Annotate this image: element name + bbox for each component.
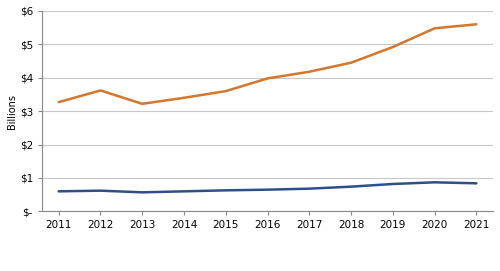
Perinatal Period bbox=[181, 190, 187, 193]
Perinatal Period bbox=[474, 182, 480, 185]
Y-axis label: Billions: Billions bbox=[7, 94, 17, 129]
Perinatal Period bbox=[56, 190, 62, 193]
Pediatric bbox=[306, 70, 312, 73]
Pediatric bbox=[432, 27, 438, 30]
Perinatal Period bbox=[264, 188, 270, 191]
Line: Pediatric: Pediatric bbox=[58, 24, 476, 104]
Perinatal Period bbox=[139, 191, 145, 194]
Perinatal Period bbox=[432, 181, 438, 184]
Perinatal Period bbox=[223, 189, 229, 192]
Pediatric bbox=[348, 61, 354, 64]
Pediatric bbox=[139, 102, 145, 105]
Pediatric bbox=[390, 46, 396, 49]
Perinatal Period bbox=[390, 182, 396, 186]
Perinatal Period bbox=[98, 189, 103, 192]
Line: Perinatal Period: Perinatal Period bbox=[58, 182, 476, 192]
Pediatric bbox=[56, 101, 62, 104]
Pediatric bbox=[264, 77, 270, 80]
Pediatric bbox=[98, 89, 103, 92]
Pediatric bbox=[474, 23, 480, 26]
Pediatric bbox=[181, 96, 187, 99]
Pediatric bbox=[223, 89, 229, 93]
Perinatal Period bbox=[348, 185, 354, 188]
Perinatal Period bbox=[306, 187, 312, 190]
